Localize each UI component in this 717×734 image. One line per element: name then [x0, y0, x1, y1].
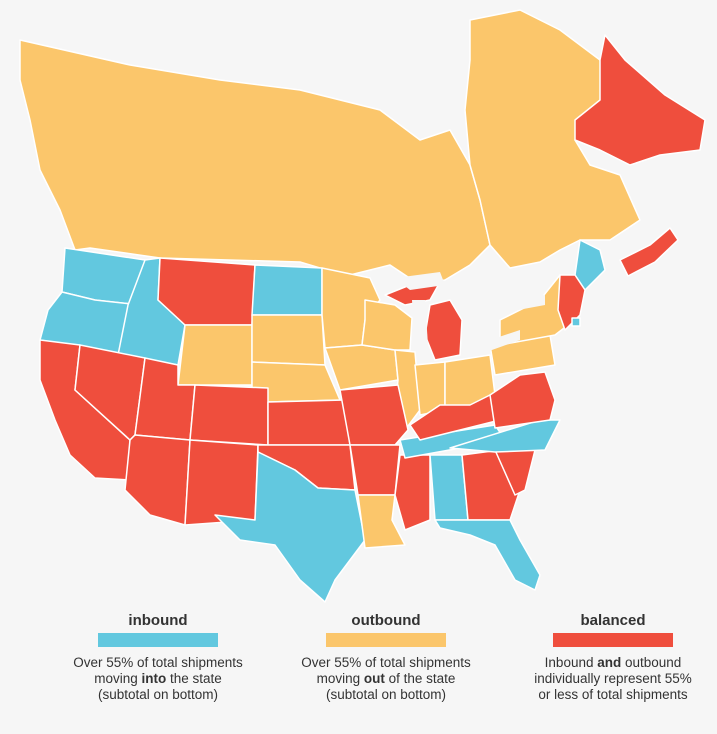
- region-new-mexico: [184, 439, 259, 526]
- legend-title: inbound: [128, 612, 188, 629]
- legend-title: outbound: [351, 612, 421, 629]
- region-missouri: [339, 384, 409, 446]
- legend-description: Over 55% of total shipments moving into …: [73, 655, 243, 702]
- region-virginia: [489, 371, 556, 429]
- great-lakes: [395, 272, 545, 355]
- region-arizona: [124, 434, 191, 526]
- legend-swatch: [326, 633, 446, 647]
- legend-swatch: [553, 633, 673, 647]
- region-nova-scotia: [619, 227, 679, 277]
- region-texas: [214, 451, 366, 603]
- legend-description: Inbound and outbound individually repres…: [534, 655, 692, 702]
- legend-description: Over 55% of total shipments moving out o…: [301, 655, 471, 702]
- region-newfoundland-labrador: [574, 34, 706, 166]
- region-michigan: [424, 299, 463, 361]
- region-colorado: [189, 384, 269, 446]
- region-north-carolina: [449, 419, 561, 453]
- region-arkansas: [349, 444, 401, 496]
- region-maine: [574, 239, 606, 291]
- region-wyoming: [177, 324, 253, 386]
- region-florida: [434, 519, 541, 591]
- region-north-dakota: [251, 264, 323, 316]
- region-south-dakota: [251, 314, 326, 366]
- legend-title: balanced: [580, 612, 646, 629]
- region-mississippi: [394, 454, 431, 531]
- region-wisconsin: [361, 299, 413, 351]
- legend-balanced: balanced Inbound and outbound individual…: [508, 612, 717, 703]
- region-iowa: [324, 344, 399, 391]
- region-canada-west: [19, 39, 491, 286]
- legend-swatch: [98, 633, 218, 647]
- region-new-england: [557, 274, 586, 331]
- region-kansas: [267, 399, 351, 446]
- legend-inbound: inbound Over 55% of total shipments movi…: [53, 612, 263, 703]
- region-louisiana: [357, 494, 406, 549]
- shipment-map: [19, 9, 706, 603]
- region-rhode-island: [571, 317, 581, 327]
- legend-outbound: outbound Over 55% of total shipments mov…: [281, 612, 491, 703]
